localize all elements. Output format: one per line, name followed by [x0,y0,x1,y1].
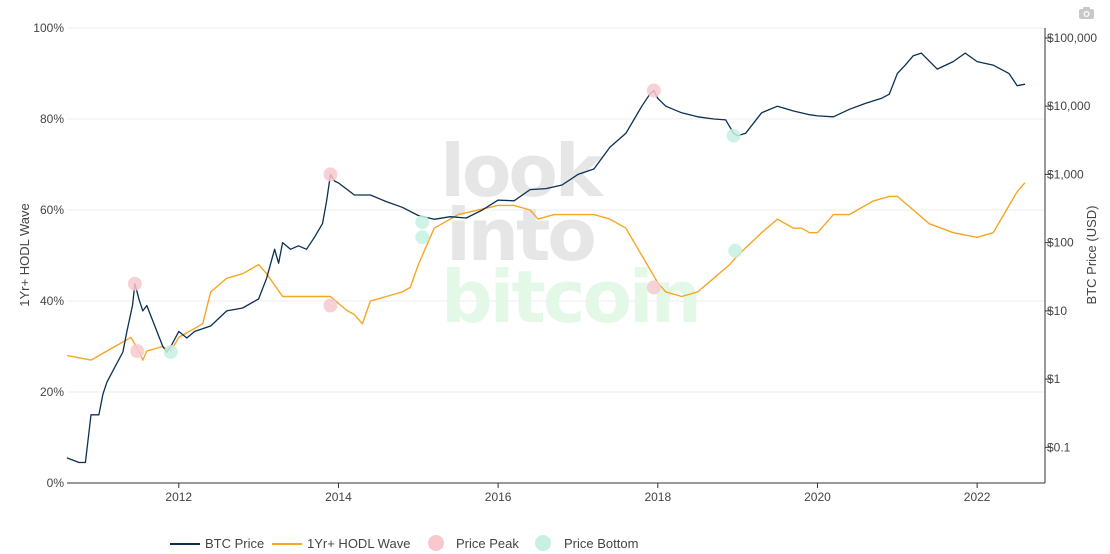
x-tick-label: 2022 [964,490,991,504]
legend: BTC Price 1Yr+ HODL Wave Price Peak Pric… [170,535,638,551]
price-peak-marker [323,167,338,182]
btc-price-line [66,52,1026,464]
left-tick-label: 40% [40,294,64,308]
left-tick-label: 80% [40,112,64,126]
left-tick-label: 20% [40,385,64,399]
price-peak-marker [323,298,338,313]
right-tick-label: $0.1 [1047,440,1071,454]
legend-label-price-bottom: Price Bottom [564,536,638,551]
x-tick-label: 2018 [644,490,671,504]
marker-layer[interactable] [127,83,743,360]
right-tick-label: $1 [1047,372,1061,386]
left-tick-label: 60% [40,203,64,217]
gridlines [67,27,1045,393]
right-tick-label: $1,000 [1047,167,1084,181]
left-tick-label: 0% [47,476,65,490]
axes [67,28,1046,484]
right-tick-label: $100,000 [1047,31,1097,45]
camera-icon[interactable] [1079,7,1094,19]
price-peak-marker [646,280,661,295]
series-layer[interactable] [66,52,1026,464]
x-tick-label: 2020 [804,490,831,504]
price-bottom-marker [415,215,430,230]
legend-item-hodl-wave[interactable]: 1Yr+ HODL Wave [272,536,410,551]
price-peak-marker [646,83,661,98]
lookintobitcoin-watermark: look into bitcoin [440,129,702,339]
right-tick-label: $100 [1047,236,1074,250]
price-bottom-marker [726,128,741,143]
x-tick-label: 2016 [485,490,512,504]
right-tick-label: $10 [1047,304,1067,318]
hodl-wave-line [66,182,1026,361]
x-tick-label: 2012 [165,490,192,504]
price-bottom-marker [415,230,430,245]
legend-label-price-peak: Price Peak [456,536,519,551]
left-tick-label: 100% [33,21,64,35]
price-peak-marker [127,276,142,291]
right-tick-label: $10,000 [1047,99,1091,113]
watermark-word-3: bitcoin [441,255,699,339]
legend-item-price-peak[interactable]: Price Peak [428,535,519,551]
watermark-word-1: look [440,129,605,213]
price-peak-marker [130,344,145,359]
left-axis-title: 1Yr+ HODL Wave [17,203,32,306]
legend-label-hodl-wave: 1Yr+ HODL Wave [307,536,410,551]
legend-item-price-bottom[interactable]: Price Bottom [535,535,638,551]
legend-item-btc-price[interactable]: BTC Price [170,536,264,551]
price-bottom-marker [728,243,743,258]
right-axis-title: BTC Price (USD) [1084,206,1099,305]
tick-labels: 0% 20% 40% 60% 80% 100% $0.1 $1 $10 $100 $1,000 $10… [33,21,1097,504]
x-tick-label: 2014 [325,490,352,504]
legend-label-btc-price: BTC Price [205,536,264,551]
price-bottom-marker [163,345,178,359]
